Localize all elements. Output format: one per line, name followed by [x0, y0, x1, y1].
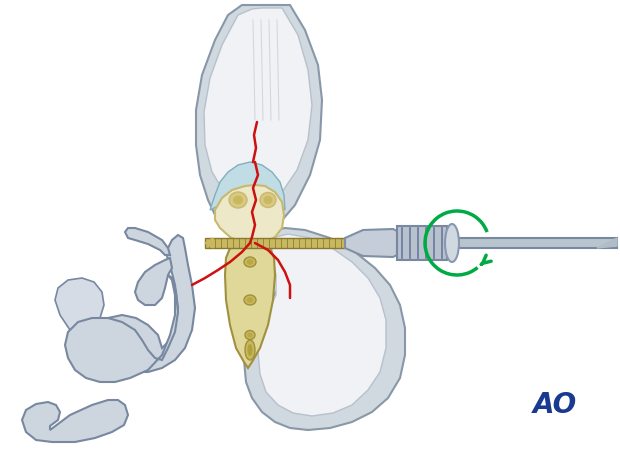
Ellipse shape — [244, 257, 256, 267]
Ellipse shape — [245, 330, 255, 340]
Ellipse shape — [247, 297, 254, 303]
Ellipse shape — [244, 295, 256, 305]
Ellipse shape — [260, 192, 276, 207]
Polygon shape — [65, 275, 178, 382]
Polygon shape — [210, 162, 285, 210]
Polygon shape — [55, 278, 104, 340]
Polygon shape — [125, 228, 170, 255]
Polygon shape — [244, 228, 405, 430]
Polygon shape — [258, 234, 386, 416]
Ellipse shape — [264, 196, 272, 204]
Ellipse shape — [247, 259, 254, 265]
Ellipse shape — [247, 332, 253, 337]
Bar — [457, 238, 617, 248]
Ellipse shape — [229, 192, 247, 208]
Polygon shape — [135, 258, 172, 305]
Polygon shape — [597, 238, 617, 248]
Ellipse shape — [245, 340, 255, 360]
Text: AO: AO — [533, 391, 577, 419]
Polygon shape — [225, 243, 275, 368]
Polygon shape — [205, 238, 213, 248]
Polygon shape — [22, 400, 128, 442]
Ellipse shape — [233, 196, 243, 204]
Polygon shape — [345, 229, 397, 257]
Bar — [397, 226, 447, 260]
Bar — [205, 238, 345, 248]
Polygon shape — [196, 5, 322, 235]
Ellipse shape — [445, 224, 459, 262]
Polygon shape — [95, 235, 195, 372]
Ellipse shape — [247, 344, 252, 356]
Polygon shape — [204, 8, 312, 212]
Polygon shape — [215, 185, 284, 244]
